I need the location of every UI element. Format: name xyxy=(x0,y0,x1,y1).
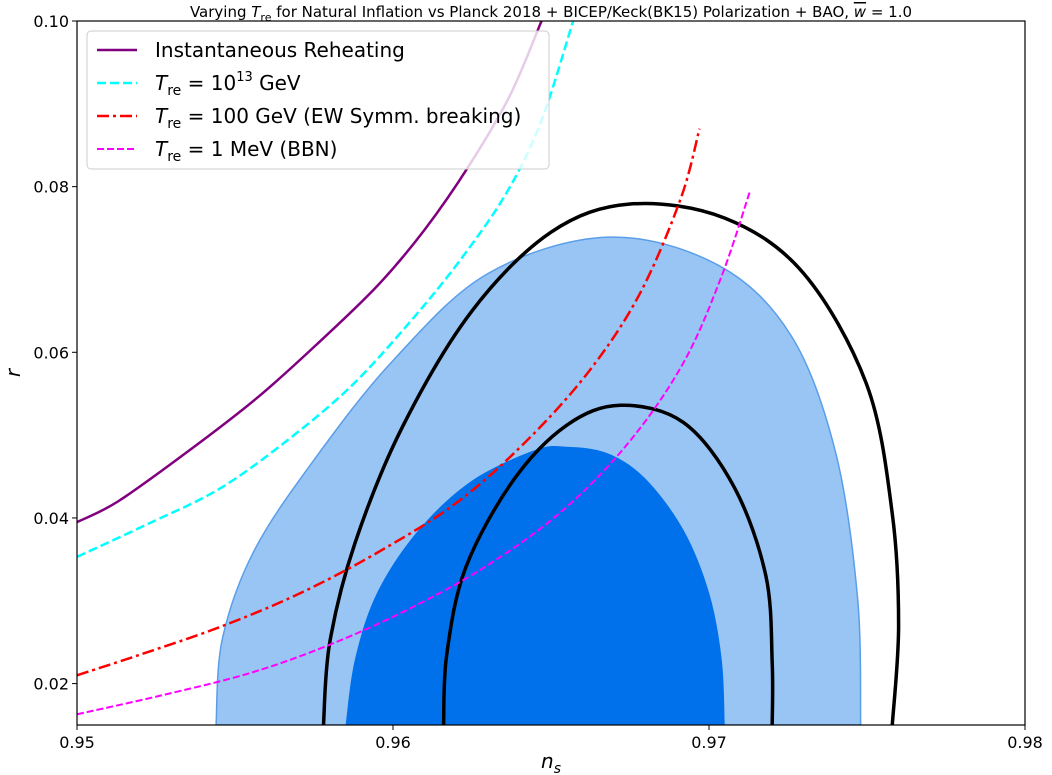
chart-title: Varying Tre for Natural Inflation vs Pla… xyxy=(190,3,912,24)
y-tick-label: 0.10 xyxy=(33,12,69,31)
contour-2-sigma-outline xyxy=(321,201,901,725)
y-tick-label: 0.08 xyxy=(33,178,69,197)
x-tick-label: 0.96 xyxy=(375,733,411,752)
legend-box xyxy=(86,30,550,170)
plot-frame xyxy=(76,20,1026,726)
contour-layer xyxy=(215,201,901,725)
legend-label-1e13: Tre = 1013 GeV xyxy=(155,70,301,99)
series-line-3 xyxy=(77,190,752,716)
series-line-1 xyxy=(77,21,575,559)
legend-label-instantaneous: Instantaneous Reheating xyxy=(155,38,405,62)
x-tick-label: 0.95 xyxy=(59,733,95,752)
x-tick-label: 0.98 xyxy=(1007,733,1043,752)
y-axis-label: r xyxy=(1,367,25,377)
legend-label-100gev: Tre = 100 GeV (EW Symm. breaking) xyxy=(155,104,521,132)
y-tick-label: 0.06 xyxy=(33,343,69,362)
x-tick-label: 0.97 xyxy=(691,733,727,752)
legend-label-1mev: Tre = 1 MeV (BBN) xyxy=(155,137,337,165)
contour-1-sigma-outline xyxy=(441,403,775,725)
y-tick-label: 0.02 xyxy=(33,675,69,694)
legend: Instantaneous Reheating Tre = 1013 GeV T… xyxy=(86,30,550,170)
x-axis-ticks: 0.95 0.96 0.97 0.98 xyxy=(59,725,1043,752)
y-tick-label: 0.04 xyxy=(33,509,69,528)
x-axis-label: ns xyxy=(541,749,561,775)
series-line-2 xyxy=(77,128,701,677)
y-axis-ticks: 0.02 0.04 0.06 0.08 0.10 xyxy=(33,12,77,694)
